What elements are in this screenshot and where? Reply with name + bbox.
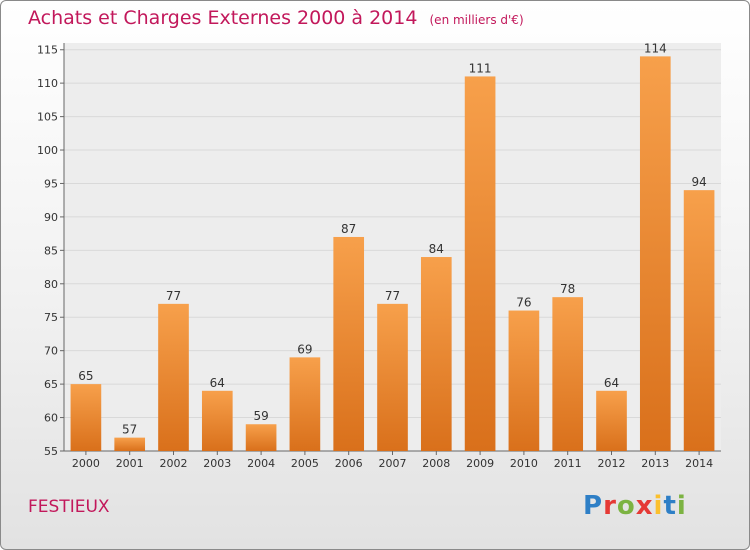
bar [333,236,365,451]
y-tick-label: 115 [37,44,58,57]
logo-letter: i [676,491,687,521]
commune-name: FESTIEUX [28,497,110,517]
y-tick-label: 75 [44,311,58,324]
logo-letter: t [663,491,677,521]
x-tick-label: 2002 [160,457,188,470]
bar [201,390,233,451]
bar-value-label: 57 [122,423,137,437]
bar [464,76,496,451]
chart-title-text: Achats et Charges Externes 2000 à 2014 [28,7,418,29]
x-tick-label: 2008 [422,457,450,470]
x-tick-label: 2011 [554,457,582,470]
y-tick-label: 105 [37,111,58,124]
chart-title: Achats et Charges Externes 2000 à 2014 (… [28,7,524,29]
x-tick-label: 2003 [203,457,231,470]
y-tick-label: 85 [44,244,58,257]
bar-value-label: 65 [78,369,93,383]
bar [289,357,321,451]
bar-value-label: 114 [644,41,667,55]
proxiti-logo: Proxiti [583,491,687,521]
bar [245,424,277,451]
x-tick-label: 2004 [247,457,275,470]
bar [683,190,715,452]
x-tick-label: 2001 [116,457,144,470]
y-tick-label: 95 [44,177,58,190]
bar [639,56,671,452]
x-tick-label: 2007 [379,457,407,470]
chart-unit-note: (en milliers d'€) [429,13,524,27]
bar [158,303,189,451]
x-tick-label: 2012 [598,457,626,470]
bar-value-label: 77 [385,289,400,303]
x-tick-label: 2010 [510,457,538,470]
bar-value-label: 59 [253,409,268,423]
x-tick-label: 2005 [291,457,319,470]
bar [377,303,408,451]
bar-value-label: 64 [604,376,619,390]
bar [114,437,146,451]
bar-value-label: 94 [691,175,706,189]
bar-value-label: 76 [516,296,531,310]
y-tick-label: 110 [37,77,58,90]
logo-letter: P [583,491,604,521]
x-tick-label: 2013 [641,457,669,470]
bar-value-label: 84 [429,242,444,256]
y-tick-label: 90 [44,211,58,224]
bar [596,390,627,451]
bar-value-label: 78 [560,282,575,296]
bar [420,257,452,451]
logo-letter: x [635,491,654,521]
bar [552,297,584,451]
bar [70,384,102,451]
x-tick-label: 2006 [335,457,363,470]
y-tick-label: 55 [44,445,58,458]
logo-letter: o [616,491,636,521]
x-tick-label: 2014 [685,457,713,470]
bar-value-label: 87 [341,222,356,236]
bar [508,310,540,451]
logo-letter: r [603,491,617,521]
bar-value-label: 64 [210,376,225,390]
x-tick-label: 2000 [72,457,100,470]
y-tick-label: 100 [37,144,58,157]
y-tick-label: 80 [44,278,58,291]
x-tick-label: 2009 [466,457,494,470]
bar-value-label: 69 [297,342,312,356]
logo-letter: i [653,491,664,521]
y-tick-label: 70 [44,345,58,358]
bar-value-label: 111 [469,61,492,75]
y-tick-label: 65 [44,378,58,391]
bar-value-label: 77 [166,289,181,303]
y-tick-label: 60 [44,412,58,425]
